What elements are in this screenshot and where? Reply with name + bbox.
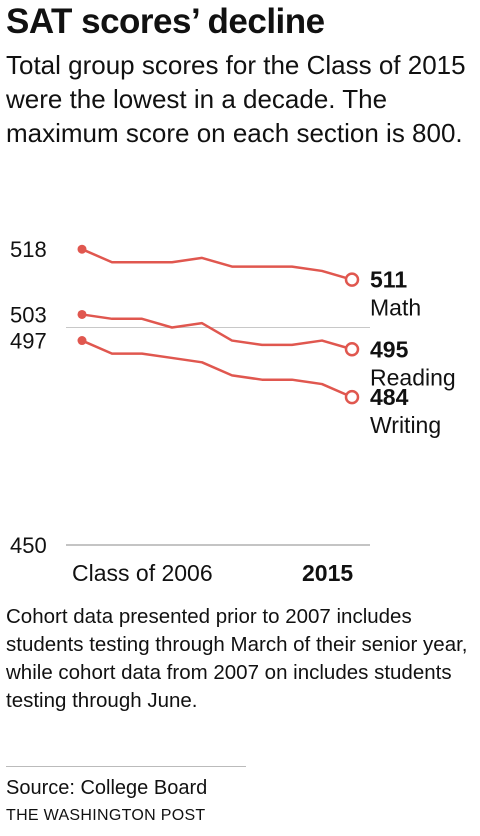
chart-subtitle: Total group scores for the Class of 2015… — [6, 50, 466, 148]
end-value-label-reading: 495 — [370, 336, 409, 362]
chart-title: SAT scores’ decline — [6, 2, 325, 41]
end-value-label-math: 511 — [370, 267, 407, 293]
footnote: Cohort data presented prior to 2007 incl… — [6, 605, 468, 712]
series-line-math — [81, 248, 353, 281]
divider — [6, 766, 246, 767]
x-tick-label: 2015 — [302, 560, 353, 586]
end-point-math — [344, 272, 360, 287]
x-tick-label: Class of 2006 — [72, 560, 213, 586]
start-value-label-reading: 503 — [10, 302, 47, 327]
x-axis-labels: Class of 2006 2015 — [72, 560, 353, 586]
series-name-label-writing: Writing — [370, 412, 441, 438]
credit-text: THE WASHINGTON POST — [6, 807, 206, 824]
source-text: Source: College Board — [6, 777, 208, 799]
start-point-reading — [77, 309, 87, 319]
series-name-label-math: Math — [370, 295, 421, 321]
end-value-label-writing: 484 — [370, 384, 409, 410]
series-name-label-reading: Reading — [370, 364, 456, 390]
start-point-writing — [77, 336, 87, 346]
start-value-label-math: 518 — [10, 237, 47, 262]
start-point-math — [77, 244, 87, 254]
start-value-label-writing: 497 — [10, 329, 47, 354]
y-tick-label: 450 — [10, 533, 47, 558]
end-point-reading — [344, 342, 360, 357]
series-line-writing — [81, 339, 353, 399]
series-line-reading — [81, 313, 353, 351]
end-point-writing — [344, 389, 360, 405]
